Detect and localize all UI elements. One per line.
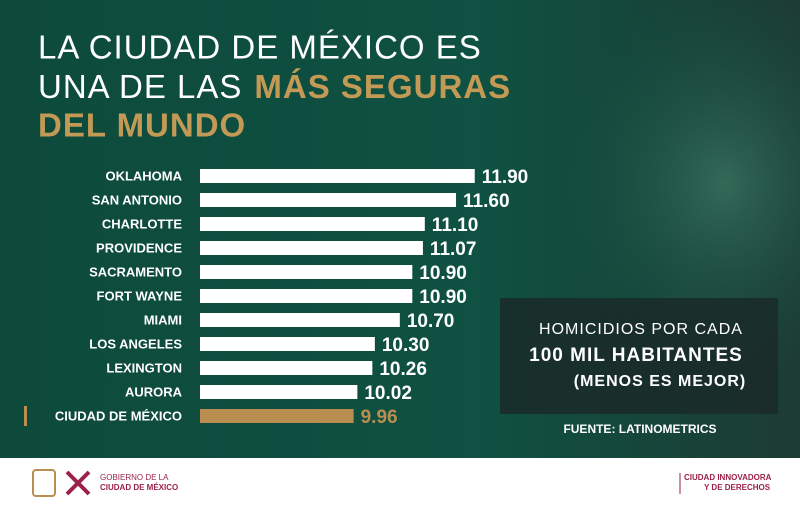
title-part: UNA DE LAS [38,68,242,105]
category-label: OKLAHOMA [105,168,182,183]
bar [200,241,423,255]
title-highlight: DEL MUNDO [38,107,246,144]
bar [200,385,358,399]
title-highlight: MÁS SEGURAS [254,68,511,105]
logo-stroke [65,470,91,496]
value-label: 10.26 [379,359,427,380]
value-label: 11.10 [432,215,479,236]
category-label: SAN ANTONIO [92,192,182,207]
category-label: CHARLOTTE [102,216,182,231]
category-label: CIUDAD DE MÉXICO [55,408,182,423]
title-line: UNA DE LAS MÁS SEGURAS [38,68,511,105]
value-label: 10.30 [382,335,430,356]
footer [0,458,800,518]
value-label: 10.90 [419,287,467,308]
note-line: (MENOS ES MEJOR) [574,373,746,390]
footer-text: GOBIERNO DE LA [100,473,169,482]
value-label: 9.96 [361,407,398,428]
footer-text: Y DE DERECHOS [704,483,771,492]
title-line: LA CIUDAD DE MÉXICO ES [38,29,482,66]
category-label: MIAMI [144,312,182,327]
footer-text: CIUDAD DE MÉXICO [100,483,178,492]
note-line: 100 MIL HABITANTES [529,345,743,366]
bar [200,337,375,351]
value-label: 10.02 [364,383,412,404]
bar [200,217,425,231]
category-label: PROVIDENCE [96,240,182,255]
category-label: FORT WAYNE [97,288,183,303]
source: FUENTE: LATINOMETRICS [563,422,716,436]
bar [200,409,354,423]
bar [200,265,413,279]
category-label: SACRAMENTO [89,264,182,279]
footer-text: CIUDAD INNOVADORA [684,473,772,482]
value-label: 11.07 [430,239,477,260]
bar [200,169,475,183]
note-line: HOMICIDIOS POR CADA [539,321,743,338]
cdmx-logo [65,470,91,496]
value-label: 11.60 [463,191,510,212]
highlight-marker [24,406,27,426]
shield-logo [32,469,56,497]
note-box [500,298,778,414]
value-label: 11.90 [482,167,529,188]
bar [200,361,373,375]
bar [200,289,413,303]
category-label: AURORA [125,384,183,399]
value-label: 10.90 [419,263,467,284]
category-label: LEXINGTON [106,360,182,375]
bar [200,313,400,327]
value-label: 10.70 [407,311,455,332]
bar [200,193,457,207]
category-label: LOS ANGELES [89,336,182,351]
